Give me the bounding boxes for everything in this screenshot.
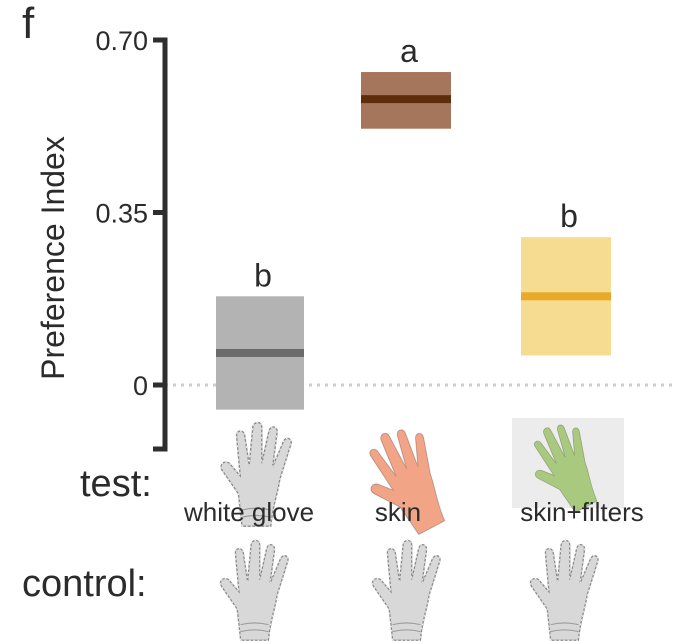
mean-line [216,348,304,357]
significance-letter: b [254,257,272,293]
mean-line [361,95,451,104]
mean-line [521,292,611,301]
white-glove-icon [219,539,289,641]
y-tick-label: 0.35 [95,199,148,229]
category-label: white glove [183,497,315,527]
white-glove-icon [529,539,599,641]
white-glove-icon [371,539,441,641]
category-label: skin [374,497,422,527]
panel-label: f [22,0,35,48]
y-tick-label: 0.70 [95,26,148,56]
test-row-label: test: [80,463,152,505]
category-label: skin+filters [520,497,644,527]
significance-letter: a [400,33,418,69]
y-tick-label: 0 [133,371,148,401]
y-axis-label: Preference Index [35,136,71,380]
control-row-label: control: [22,563,147,605]
significance-letter: b [560,198,578,234]
